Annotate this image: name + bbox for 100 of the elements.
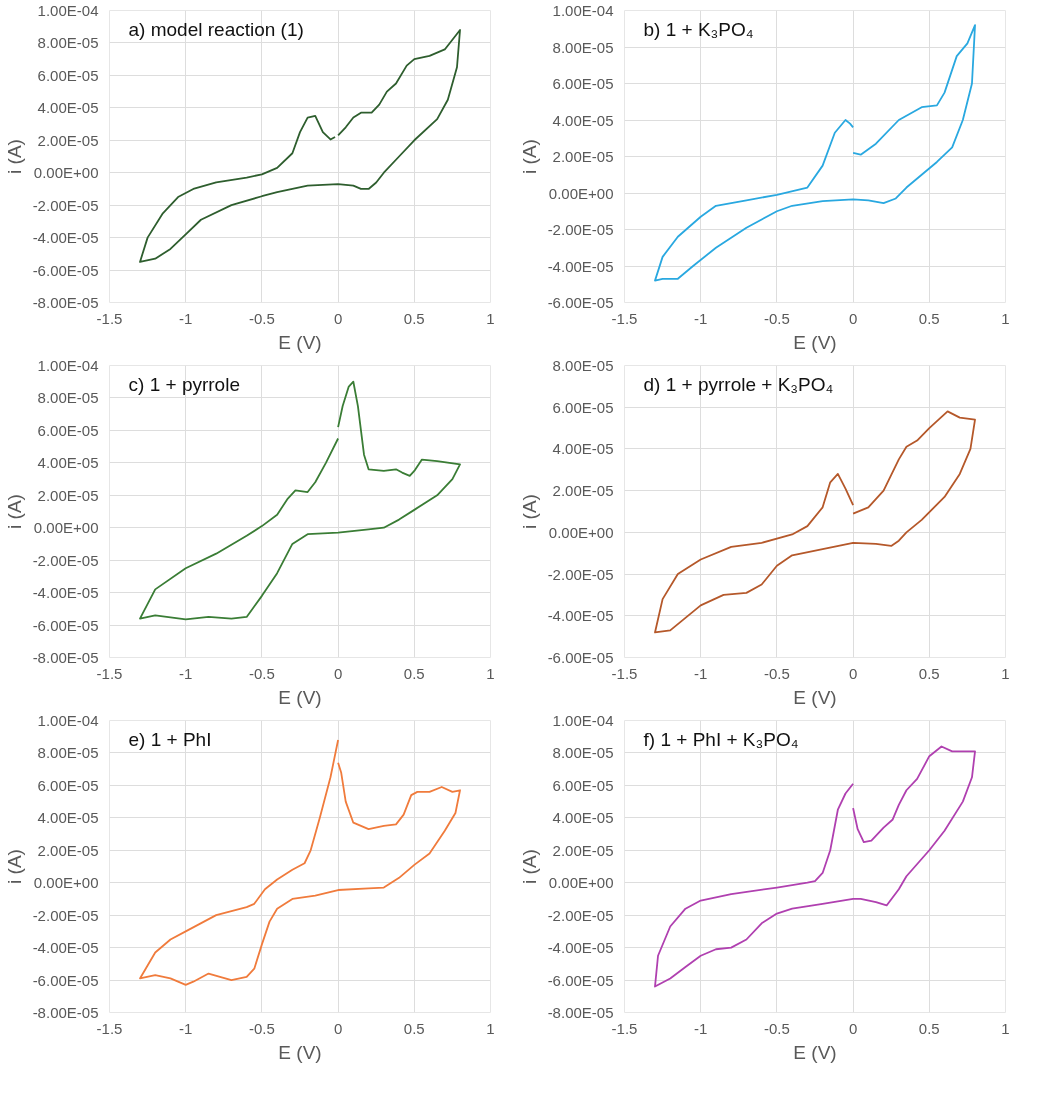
y-tick-label: 2.00E-05: [552, 148, 614, 165]
y-tick-label: 0.00E+00: [548, 184, 614, 202]
y-tick-label: -4.00E-05: [32, 229, 99, 247]
y-tick-label: 6.00E-05: [552, 776, 614, 794]
y-tick-label: -4.00E-05: [32, 584, 99, 602]
y-tick-label: 6.00E-05: [552, 398, 614, 416]
x-tick-label: -1: [179, 1019, 193, 1037]
x-tick-label: -1: [179, 664, 193, 682]
y-tick-label: -6.00E-05: [547, 294, 614, 311]
y-tick-label: 8.00E-05: [37, 389, 99, 407]
x-tick-label: 0.5: [403, 664, 425, 682]
y-tick-label: -8.00E-05: [547, 1004, 614, 1021]
y-tick-label: 0.00E+00: [33, 874, 99, 892]
y-tick-label: 4.00E-05: [552, 111, 614, 129]
y-axis-title: i (A): [3, 139, 25, 174]
y-tick-label: 2.00E-05: [37, 841, 99, 859]
y-axis-title: i (A): [3, 494, 25, 529]
y-tick-label: -6.00E-05: [547, 649, 614, 666]
x-tick-label: -1.5: [96, 664, 123, 682]
y-tick-label: 8.00E-05: [552, 38, 614, 56]
x-tick-label: -1: [694, 309, 708, 327]
x-tick-label: 1: [1001, 1019, 1010, 1037]
x-tick-label: -1.5: [611, 1019, 638, 1037]
y-axis-title: i (A): [518, 139, 540, 174]
x-axis-title: E (V): [278, 686, 322, 708]
x-tick-label: -0.5: [248, 309, 275, 327]
y-tick-label: 2.00E-05: [552, 841, 614, 859]
y-tick-label: 0.00E+00: [33, 164, 99, 182]
y-axis-title: i (A): [3, 849, 25, 884]
x-tick-label: 1: [486, 1019, 495, 1037]
x-tick-label: 1: [486, 664, 495, 682]
y-tick-label: -8.00E-05: [32, 1004, 99, 1021]
x-tick-label: -1: [694, 1019, 708, 1037]
y-tick-label: -2.00E-05: [32, 551, 99, 569]
x-tick-label: 0: [333, 664, 343, 682]
x-tick-label: -0.5: [763, 1019, 790, 1037]
y-tick-label: 0.00E+00: [33, 519, 99, 537]
y-tick-label: 2.00E-05: [37, 131, 99, 149]
y-tick-label: -8.00E-05: [32, 649, 99, 666]
y-tick-label: 8.00E-05: [37, 744, 99, 762]
y-tick-label: -4.00E-05: [32, 939, 99, 957]
y-tick-label: 1.00E-04: [37, 357, 99, 374]
y-tick-label: -2.00E-05: [32, 906, 99, 924]
y-tick-label: 6.00E-05: [552, 75, 614, 92]
y-axis-title: i (A): [518, 494, 540, 529]
x-axis-title: E (V): [278, 331, 322, 353]
text: a) model reaction (1): [128, 19, 304, 41]
y-tick-label: -6.00E-05: [547, 971, 614, 989]
x-tick-label: -1.5: [96, 309, 123, 327]
x-tick-label: 0: [333, 1019, 343, 1037]
x-tick-label: 0: [848, 1019, 858, 1037]
x-tick-label: 1: [1001, 664, 1010, 682]
y-tick-label: -2.00E-05: [547, 906, 614, 924]
y-tick-label: 4.00E-05: [37, 99, 99, 117]
y-tick-label: 2.00E-05: [552, 482, 614, 500]
y-tick-label: 8.00E-05: [552, 357, 614, 374]
y-tick-label: 4.00E-05: [552, 809, 614, 827]
x-axis-title: E (V): [793, 331, 837, 353]
x-tick-label: 0.5: [918, 309, 940, 327]
text: f) 1 + PhI + K₃PO₄: [643, 729, 799, 751]
x-tick-label: 0: [333, 309, 343, 327]
x-tick-label: -1.5: [611, 309, 638, 327]
y-tick-label: -4.00E-05: [547, 257, 614, 275]
y-tick-label: -4.00E-05: [547, 939, 614, 957]
x-tick-label: -1.5: [611, 664, 638, 682]
x-tick-label: 0: [848, 309, 858, 327]
y-tick-label: 8.00E-05: [37, 34, 99, 52]
y-tick-label: -2.00E-05: [32, 196, 99, 214]
x-tick-label: 0: [848, 664, 858, 682]
x-tick-label: -0.5: [763, 664, 790, 682]
y-tick-label: 4.00E-05: [552, 440, 614, 458]
x-axis-title: E (V): [793, 1041, 837, 1063]
x-axis-title: E (V): [793, 686, 837, 708]
x-tick-label: 1: [486, 309, 495, 327]
x-tick-label: -0.5: [763, 309, 790, 327]
x-tick-label: -0.5: [248, 664, 275, 682]
x-tick-label: -0.5: [248, 1019, 275, 1037]
x-tick-label: -1: [694, 664, 708, 682]
text: d) 1 + pyrrole + K₃PO₄: [643, 374, 834, 396]
y-tick-label: -6.00E-05: [32, 971, 99, 989]
y-tick-label: 1.00E-04: [37, 712, 99, 729]
x-tick-label: 1: [1001, 309, 1010, 327]
y-tick-label: 0.00E+00: [548, 523, 614, 541]
text: e) 1 + PhI: [128, 729, 212, 751]
y-tick-label: 1.00E-04: [552, 712, 614, 729]
y-tick-label: 6.00E-05: [37, 421, 99, 439]
y-tick-label: 0.00E+00: [548, 874, 614, 892]
y-tick-label: -6.00E-05: [32, 261, 99, 279]
y-tick-label: 1.00E-04: [37, 2, 99, 19]
y-axis-title: i (A): [518, 849, 540, 884]
y-tick-label: 2.00E-05: [37, 486, 99, 504]
y-tick-label: -6.00E-05: [32, 616, 99, 634]
y-tick-label: 6.00E-05: [37, 66, 99, 84]
x-tick-label: 0.5: [918, 664, 940, 682]
x-tick-label: 0.5: [403, 1019, 425, 1037]
y-tick-label: -4.00E-05: [547, 607, 614, 625]
x-tick-label: -1: [179, 309, 193, 327]
y-tick-label: 8.00E-05: [552, 744, 614, 762]
y-tick-label: 4.00E-05: [37, 454, 99, 472]
text: c) 1 + pyrrole: [128, 374, 240, 396]
